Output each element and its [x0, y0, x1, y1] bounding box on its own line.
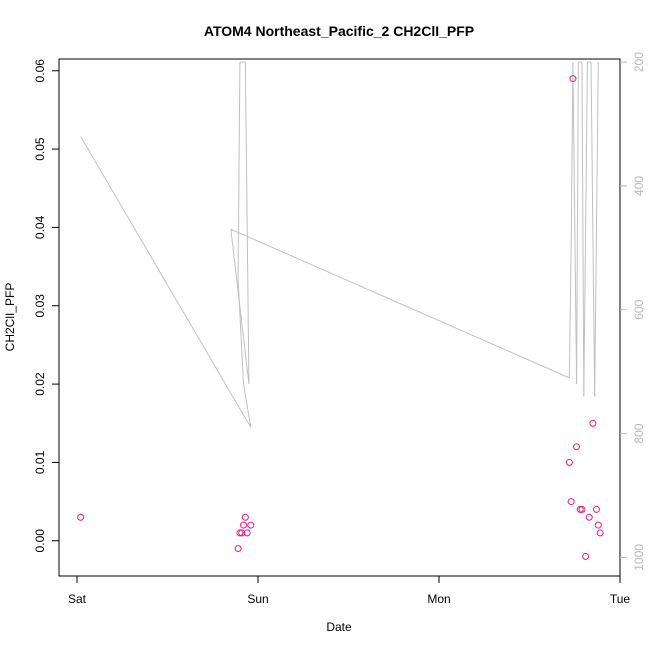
- data-point: [576, 505, 584, 513]
- data-point: [585, 513, 593, 521]
- line-segment: [594, 62, 599, 397]
- line-segment: [572, 62, 578, 385]
- data-point: [569, 75, 577, 83]
- x-tick-label: Tue: [610, 592, 631, 606]
- y-tick-label: 0.03: [33, 294, 47, 318]
- data-point: [567, 498, 575, 506]
- line-segment: [230, 228, 570, 379]
- line-segment: [583, 62, 588, 397]
- y-tick-label: 0.00: [33, 529, 47, 553]
- data-point: [582, 552, 590, 560]
- data-point: [596, 529, 604, 537]
- data-point: [77, 513, 85, 521]
- y-tick-label: 0.04: [33, 215, 47, 239]
- line-segment: [237, 62, 241, 279]
- y2-tick-label: 1000: [632, 544, 646, 571]
- line-segment: [243, 383, 252, 428]
- data-point: [565, 458, 573, 466]
- line-segment: [568, 247, 572, 378]
- data-point: [243, 529, 251, 537]
- line-segment: [244, 62, 250, 385]
- line-segment: [590, 62, 596, 397]
- data-point: [240, 521, 248, 529]
- x-tick-label: Sat: [68, 592, 87, 606]
- data-point: [234, 545, 242, 553]
- y-axis: 0.00 0.01 0.02 0.03 0.04 0.05 0.06: [33, 59, 59, 553]
- y-tick-label: 0.01: [33, 450, 47, 474]
- y2-tick-label: 400: [632, 176, 646, 196]
- y-axis-label: CH2ClI_PFP: [3, 283, 17, 352]
- line-segment: [230, 229, 250, 385]
- point-series: [77, 75, 604, 560]
- line-segment: [80, 136, 252, 428]
- data-point: [247, 521, 255, 529]
- y-tick-label: 0.05: [33, 137, 47, 161]
- x-tick-label: Sun: [247, 592, 268, 606]
- x-tick-label: Mon: [427, 592, 450, 606]
- data-point: [573, 443, 581, 451]
- data-point: [578, 505, 586, 513]
- y2-tick-label: 200: [632, 52, 646, 72]
- x-axis: Sat Sun Mon Tue: [68, 576, 630, 606]
- line-series: [80, 61, 599, 428]
- y2-axis: 200 400 600 800 1000: [620, 52, 646, 571]
- data-point: [594, 521, 602, 529]
- data-point: [589, 419, 597, 427]
- line-segment: [570, 62, 574, 248]
- data-point: [238, 529, 246, 537]
- data-point: [592, 505, 600, 513]
- data-point: [236, 529, 244, 537]
- data-point: [241, 513, 249, 521]
- y-tick-label: 0.02: [33, 372, 47, 396]
- y2-tick-label: 800: [632, 423, 646, 443]
- line-segment: [581, 62, 585, 397]
- x-axis-label: Date: [326, 620, 352, 634]
- plot-frame: [58, 58, 621, 577]
- y2-tick-label: 600: [632, 299, 646, 319]
- line-segment: [576, 62, 579, 385]
- y-tick-label: 0.06: [33, 59, 47, 83]
- chart-title: ATOM4 Northeast_Pacific_2 CH2ClI_PFP: [204, 23, 474, 39]
